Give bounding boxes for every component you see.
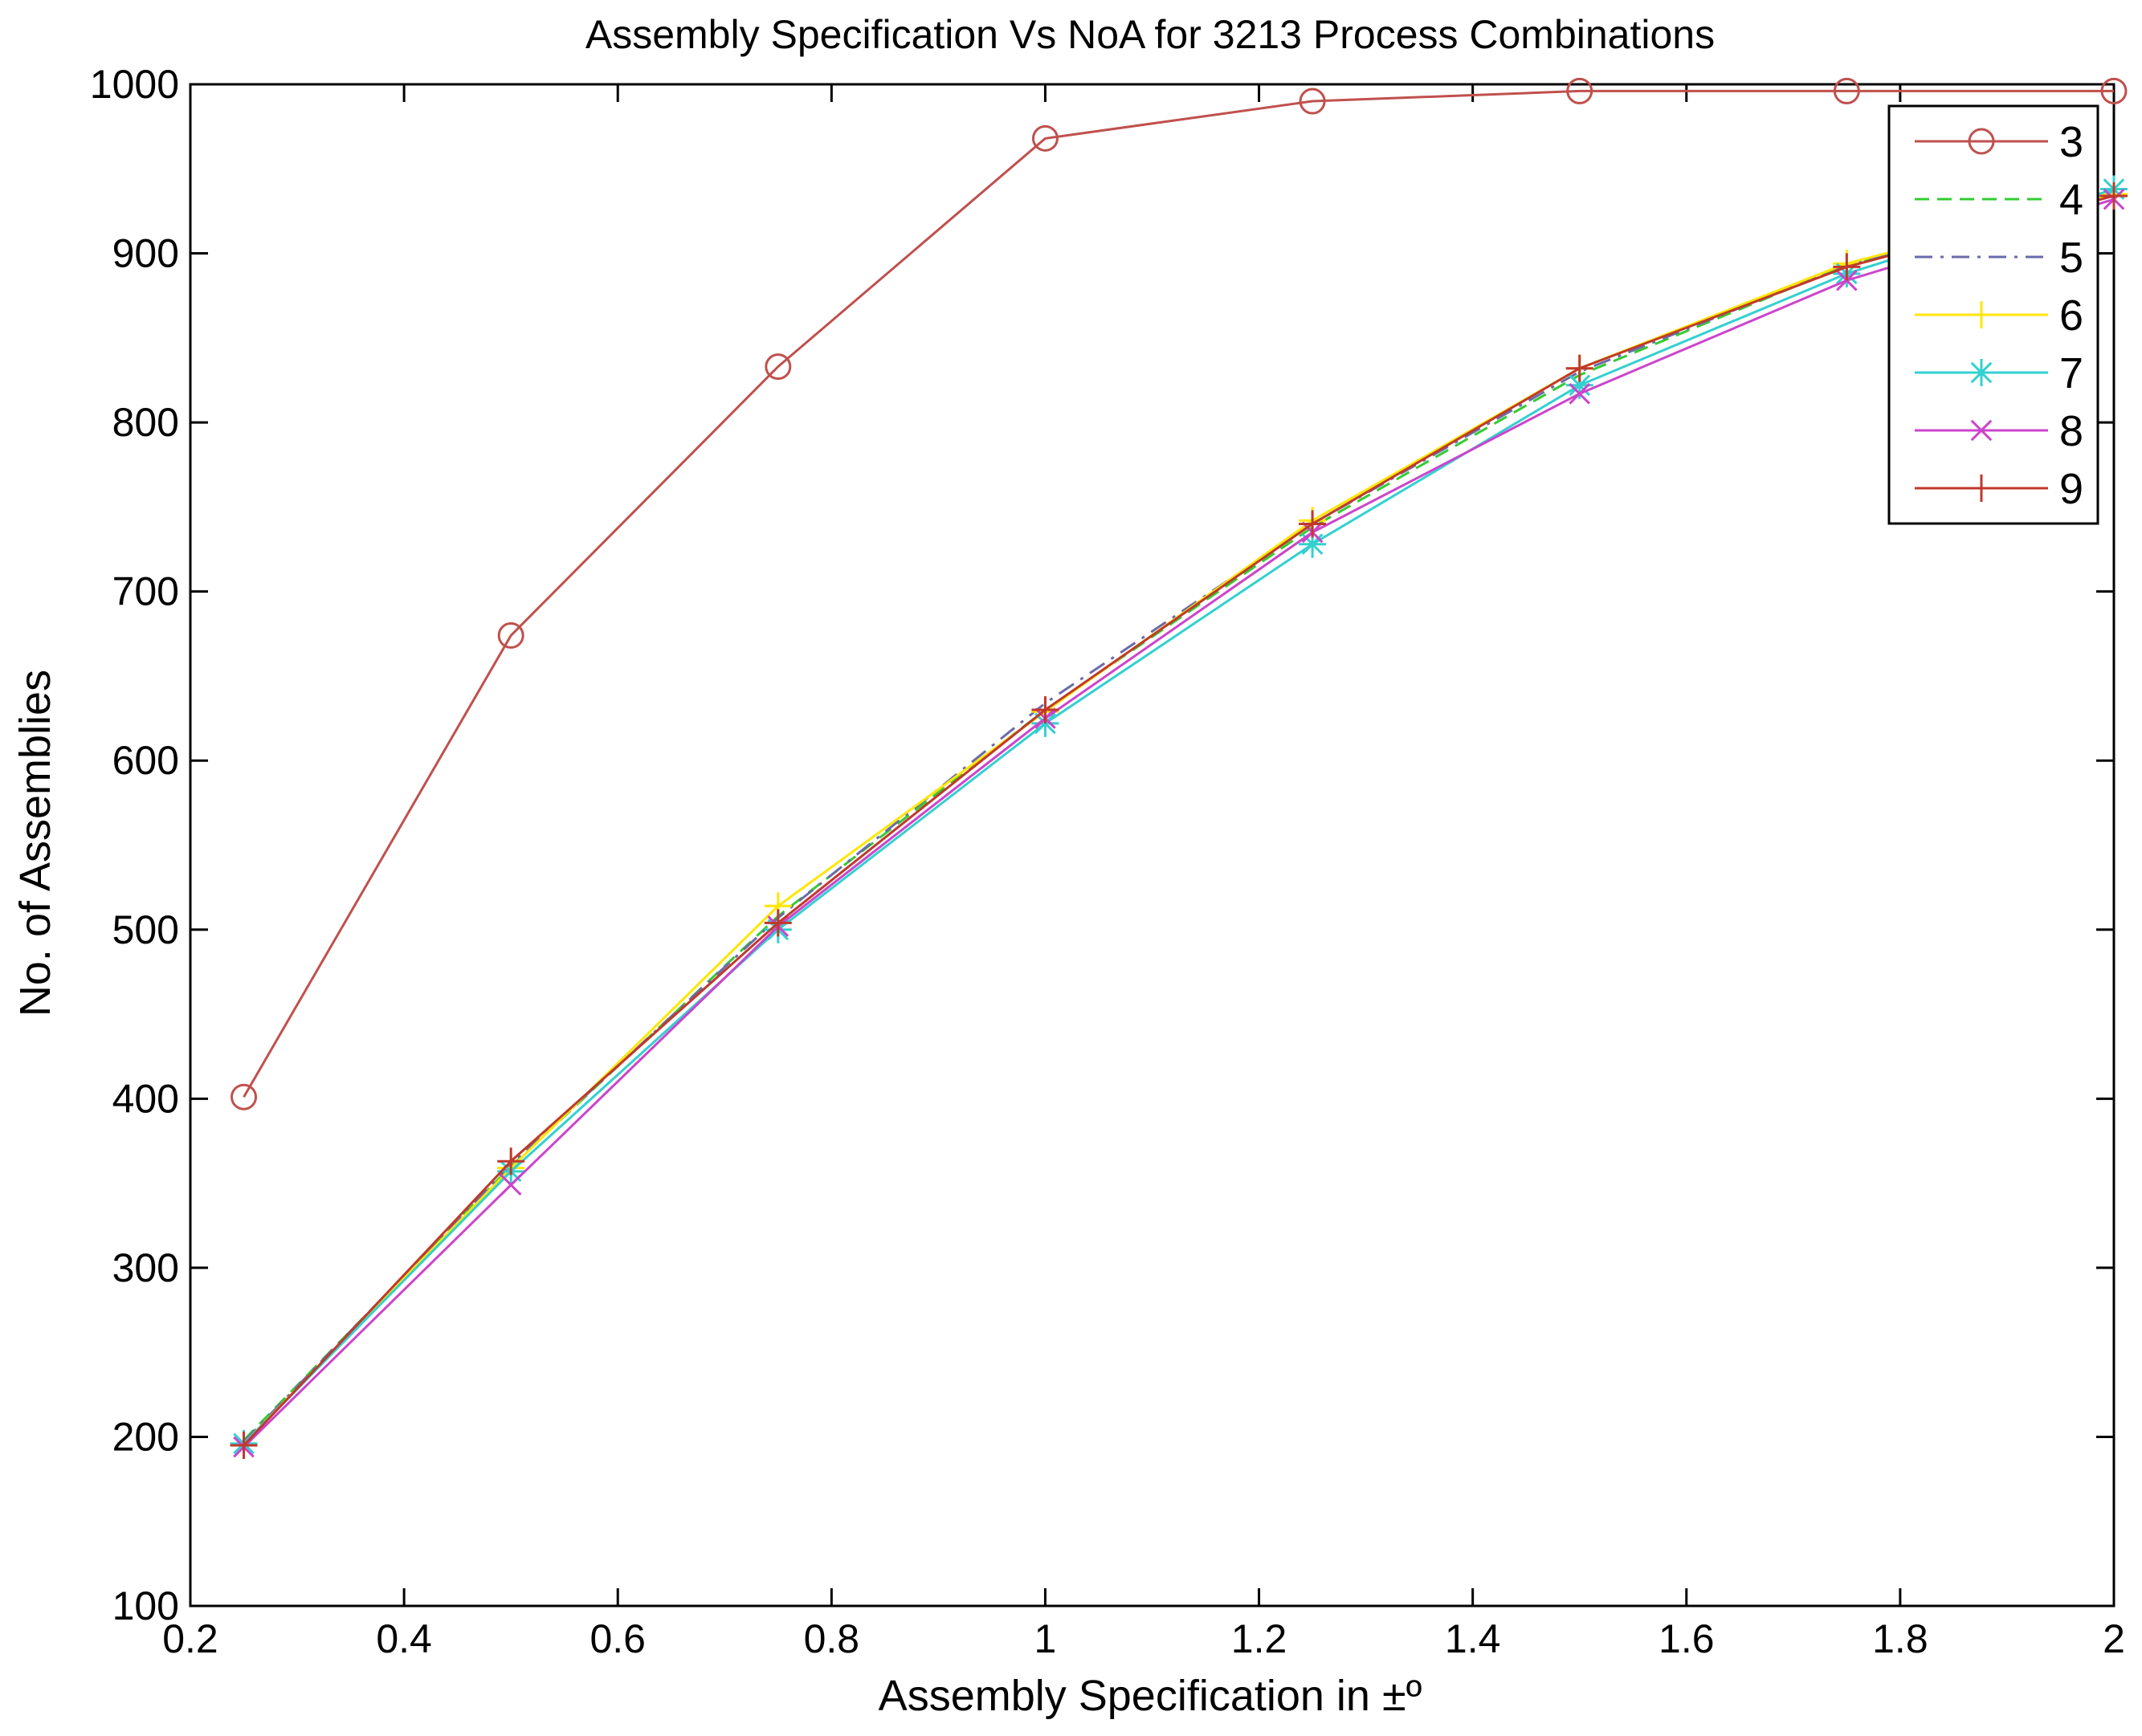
y-tick-label: 500 [112, 907, 179, 952]
y-axis-label: No. of Assemblies [11, 670, 59, 1017]
series-3 [231, 77, 2128, 1110]
y-tick-label: 700 [112, 569, 179, 614]
data-point [1565, 354, 1593, 382]
legend-item: 8 [1915, 407, 2083, 455]
data-point [500, 1174, 522, 1196]
x-tick-label: 0.2 [162, 1616, 218, 1661]
data-point [1299, 510, 1327, 538]
legend-item: 5 [1915, 234, 2083, 282]
x-tick-label: 0.6 [590, 1616, 646, 1661]
series-line [243, 198, 2115, 1449]
series-9 [230, 181, 2128, 1459]
x-tick-label: 1 [1034, 1616, 1057, 1661]
data-point [1299, 88, 1326, 115]
x-tick-label: 1.8 [1872, 1616, 1928, 1661]
data-point [1968, 128, 1995, 155]
data-point [1031, 124, 1059, 152]
legend-label: 4 [2059, 176, 2083, 224]
data-point [1968, 475, 1995, 502]
legend-item: 4 [1915, 176, 2083, 224]
legend-label: 5 [2059, 234, 2083, 282]
x-tick-label: 0.8 [804, 1616, 860, 1661]
legend-item: 9 [1915, 465, 2083, 513]
series-line [243, 188, 2115, 1445]
data-point [1833, 253, 1861, 281]
legend-label: 9 [2059, 465, 2083, 513]
legend: 3 4 5 6 7 8 9 [1887, 104, 2099, 525]
data-point [1970, 419, 1993, 442]
data-point [1566, 77, 1593, 104]
legend-item: 3 [1915, 118, 2083, 166]
y-tick-label: 300 [112, 1245, 179, 1290]
x-tick-label: 0.4 [376, 1616, 432, 1661]
data-point [497, 621, 524, 649]
x-tick-label: 1.6 [1659, 1616, 1715, 1661]
data-point [1569, 383, 1591, 405]
data-point [764, 909, 792, 937]
x-tick-label: 1.4 [1445, 1616, 1501, 1661]
data-point [1833, 77, 1860, 104]
y-tick-label: 200 [112, 1414, 179, 1459]
chart-title: Assembly Specification Vs NoA for 3213 P… [585, 12, 1715, 57]
legend-label: 3 [2059, 118, 2083, 166]
legend-label: 6 [2059, 291, 2083, 340]
data-point [231, 1083, 258, 1110]
y-tick-label: 800 [112, 400, 179, 445]
legend-label: 8 [2059, 407, 2083, 455]
data-point [230, 1431, 258, 1459]
y-tick-label: 600 [112, 738, 179, 783]
legend-item: 6 [1915, 291, 2083, 340]
data-point [1031, 696, 1059, 724]
data-point [1968, 301, 1995, 328]
legend-item: 7 [1915, 349, 2083, 397]
data-point [765, 353, 792, 381]
series-line [243, 89, 2114, 1098]
series-layer [230, 77, 2128, 1459]
data-point [2100, 181, 2128, 210]
data-point [2100, 77, 2128, 104]
data-point [497, 1147, 525, 1176]
y-tick-label: 400 [112, 1076, 179, 1121]
y-tick-label: 100 [112, 1583, 179, 1628]
data-point [1968, 359, 1995, 386]
x-tick-label: 2 [2103, 1616, 2125, 1661]
x-tick-label: 1.2 [1231, 1616, 1287, 1661]
series-line [243, 194, 2115, 1446]
axis-ticks: 0.2 0.4 0.6 0.8 1 1.2 1.4 1.6 1.8 2 100 200 300 400 50… [90, 62, 2125, 1661]
plot-area [189, 83, 2115, 1608]
legend-label: 7 [2059, 349, 2083, 397]
y-tick-label: 1000 [90, 62, 179, 107]
x-axis-label: Assembly Specification in ±º [879, 1672, 1422, 1720]
y-tick-label: 900 [112, 231, 179, 276]
